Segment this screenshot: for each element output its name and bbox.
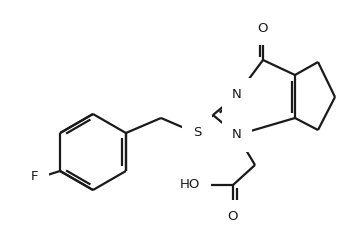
Text: O: O (228, 210, 238, 223)
Text: O: O (258, 21, 268, 35)
Text: HO: HO (180, 178, 200, 192)
Text: S: S (193, 125, 201, 139)
Text: N: N (232, 89, 242, 101)
Text: F: F (30, 169, 38, 183)
Text: N: N (232, 129, 242, 142)
